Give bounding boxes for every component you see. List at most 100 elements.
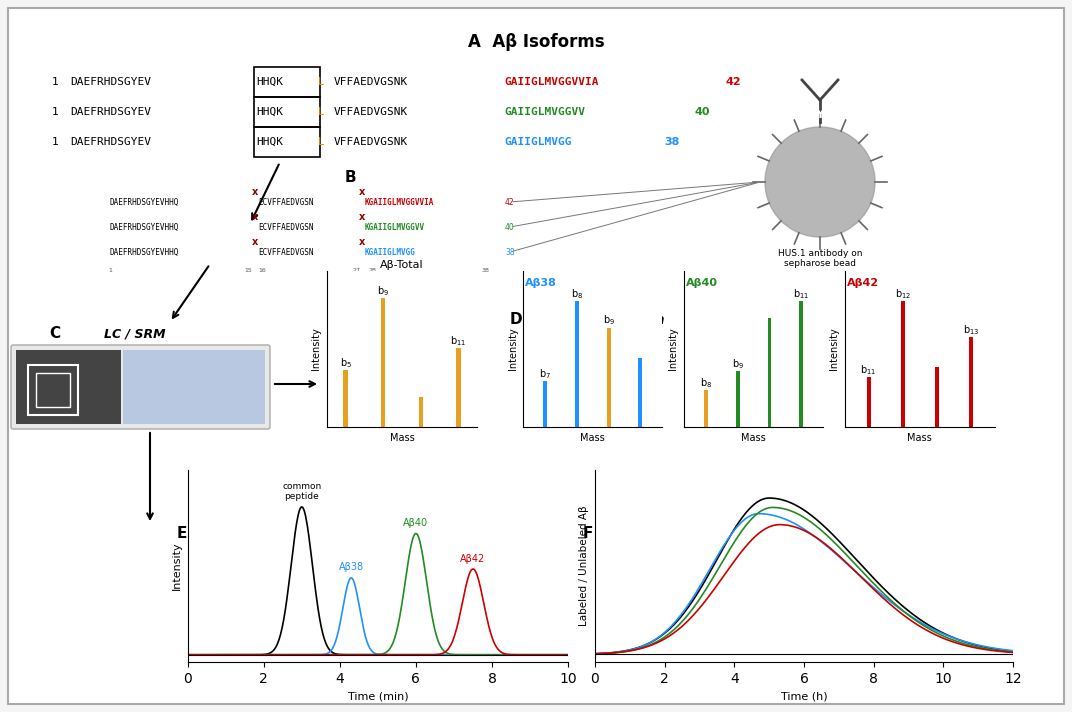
Text: x: x bbox=[359, 237, 366, 247]
Text: b$_9$: b$_9$ bbox=[377, 283, 389, 298]
Text: b$_{11}$: b$_{11}$ bbox=[793, 287, 809, 301]
Text: F: F bbox=[583, 526, 593, 542]
Text: b$_{13}$: b$_{13}$ bbox=[963, 323, 979, 337]
Text: Aβ42: Aβ42 bbox=[460, 554, 486, 564]
Text: 38: 38 bbox=[481, 268, 489, 273]
Y-axis label: Intensity: Intensity bbox=[668, 328, 679, 370]
Text: VFFAEDVGSNK: VFFAEDVGSNK bbox=[333, 107, 407, 117]
Bar bbox=[768, 318, 772, 427]
Bar bbox=[28, 365, 78, 415]
Y-axis label: Intensity: Intensity bbox=[507, 328, 518, 370]
Text: b$_9$: b$_9$ bbox=[732, 357, 744, 371]
Text: b$_8$: b$_8$ bbox=[700, 376, 712, 390]
Text: x: x bbox=[252, 187, 258, 197]
Bar bbox=[935, 367, 939, 427]
Text: b$_{11}$: b$_{11}$ bbox=[861, 363, 877, 377]
Text: 40: 40 bbox=[695, 107, 711, 117]
Text: KGAIIGLMVGG: KGAIIGLMVGG bbox=[364, 248, 416, 256]
Text: b$_8$: b$_8$ bbox=[571, 287, 583, 301]
Text: b$_{12}$: b$_{12}$ bbox=[895, 287, 911, 301]
Text: Aβ40: Aβ40 bbox=[403, 518, 429, 528]
Text: KGAIIGLMVGGVVIA: KGAIIGLMVGGVVIA bbox=[364, 197, 434, 206]
Text: x: x bbox=[252, 237, 258, 247]
Text: DAEFRHDSGYEVHHQ: DAEFRHDSGYEVHHQ bbox=[110, 248, 179, 256]
Text: Y: Y bbox=[816, 108, 824, 120]
Text: HUS.1 antibody on
sepharose bead: HUS.1 antibody on sepharose bead bbox=[778, 249, 862, 268]
Text: HHQK: HHQK bbox=[256, 137, 283, 147]
Text: ECVFFAEDVGSN: ECVFFAEDVGSN bbox=[258, 223, 313, 231]
Text: 1: 1 bbox=[51, 107, 59, 117]
Bar bbox=[735, 372, 740, 427]
Bar bbox=[254, 67, 321, 97]
Text: L: L bbox=[318, 77, 325, 87]
X-axis label: Mass: Mass bbox=[907, 433, 933, 443]
Bar bbox=[16, 350, 121, 424]
Text: D: D bbox=[510, 313, 523, 328]
Text: Aβ38: Aβ38 bbox=[524, 278, 556, 288]
Text: L: L bbox=[318, 107, 325, 117]
Text: 27: 27 bbox=[353, 268, 361, 273]
Text: 16: 16 bbox=[258, 268, 266, 273]
Text: 42: 42 bbox=[505, 197, 515, 206]
Bar bbox=[381, 298, 386, 427]
Text: A  Aβ Isoforms: A Aβ Isoforms bbox=[467, 33, 605, 51]
Text: LC / SRM: LC / SRM bbox=[104, 328, 166, 340]
Text: ECVFFAEDVGSN: ECVFFAEDVGSN bbox=[258, 197, 313, 206]
Text: HHQK: HHQK bbox=[256, 107, 283, 117]
Bar bbox=[254, 127, 321, 157]
Text: E: E bbox=[177, 526, 188, 542]
Bar bbox=[254, 97, 321, 127]
Text: Aβ42: Aβ42 bbox=[847, 278, 879, 288]
Bar bbox=[456, 348, 461, 427]
X-axis label: Mass: Mass bbox=[580, 433, 606, 443]
Title: Aβ-Total: Aβ-Total bbox=[381, 260, 423, 270]
Bar bbox=[900, 301, 905, 427]
Y-axis label: Labeled / Unlabeled Aβ: Labeled / Unlabeled Aβ bbox=[579, 506, 590, 627]
Text: GAIIGLMVGGVV: GAIIGLMVGGVV bbox=[504, 107, 585, 117]
FancyBboxPatch shape bbox=[11, 345, 270, 429]
Text: b$_9$: b$_9$ bbox=[602, 314, 614, 328]
X-axis label: Time (min): Time (min) bbox=[347, 691, 408, 701]
Text: C: C bbox=[49, 327, 60, 342]
Text: 28: 28 bbox=[368, 268, 376, 273]
Text: DAEFRHDSGYEV: DAEFRHDSGYEV bbox=[70, 77, 151, 87]
Bar bbox=[343, 370, 348, 427]
Text: common
peptide: common peptide bbox=[282, 482, 322, 501]
X-axis label: Mass: Mass bbox=[741, 433, 766, 443]
Bar bbox=[607, 328, 611, 427]
Y-axis label: Intensity: Intensity bbox=[172, 542, 182, 590]
Bar bbox=[800, 301, 803, 427]
Text: b$_5$: b$_5$ bbox=[340, 356, 352, 370]
Text: DAEFRHDSGYEV: DAEFRHDSGYEV bbox=[70, 137, 151, 147]
Bar bbox=[544, 381, 547, 427]
Text: 40: 40 bbox=[505, 223, 515, 231]
Bar bbox=[123, 350, 265, 424]
Text: x: x bbox=[252, 212, 258, 222]
Text: SRM Spectra: SRM Spectra bbox=[565, 313, 665, 327]
Text: 1: 1 bbox=[51, 77, 59, 87]
Y-axis label: Intensity: Intensity bbox=[311, 328, 322, 370]
Text: 42: 42 bbox=[726, 77, 742, 87]
Circle shape bbox=[765, 127, 875, 237]
Text: DAEFRHDSGYEVHHQ: DAEFRHDSGYEVHHQ bbox=[110, 197, 179, 206]
Bar bbox=[969, 337, 973, 427]
Text: Aβ40: Aβ40 bbox=[685, 278, 717, 288]
Y-axis label: Intensity: Intensity bbox=[829, 328, 839, 370]
Text: 15: 15 bbox=[244, 268, 252, 273]
Text: x: x bbox=[359, 187, 366, 197]
X-axis label: Mass: Mass bbox=[389, 433, 415, 443]
Text: b$_7$: b$_7$ bbox=[539, 367, 551, 380]
Text: 38: 38 bbox=[505, 248, 515, 256]
Bar bbox=[704, 390, 708, 427]
Bar bbox=[418, 397, 423, 427]
Text: Aβ38: Aβ38 bbox=[339, 562, 363, 572]
Bar bbox=[866, 377, 870, 427]
Text: HHQK: HHQK bbox=[256, 77, 283, 87]
Text: 1: 1 bbox=[108, 268, 111, 273]
Text: L: L bbox=[318, 137, 325, 147]
Text: 38: 38 bbox=[664, 137, 680, 147]
Text: GAIIGLMVGG: GAIIGLMVGG bbox=[504, 137, 571, 147]
Bar bbox=[639, 358, 642, 427]
Bar bbox=[575, 301, 579, 427]
Text: b$_{11}$: b$_{11}$ bbox=[450, 334, 466, 348]
